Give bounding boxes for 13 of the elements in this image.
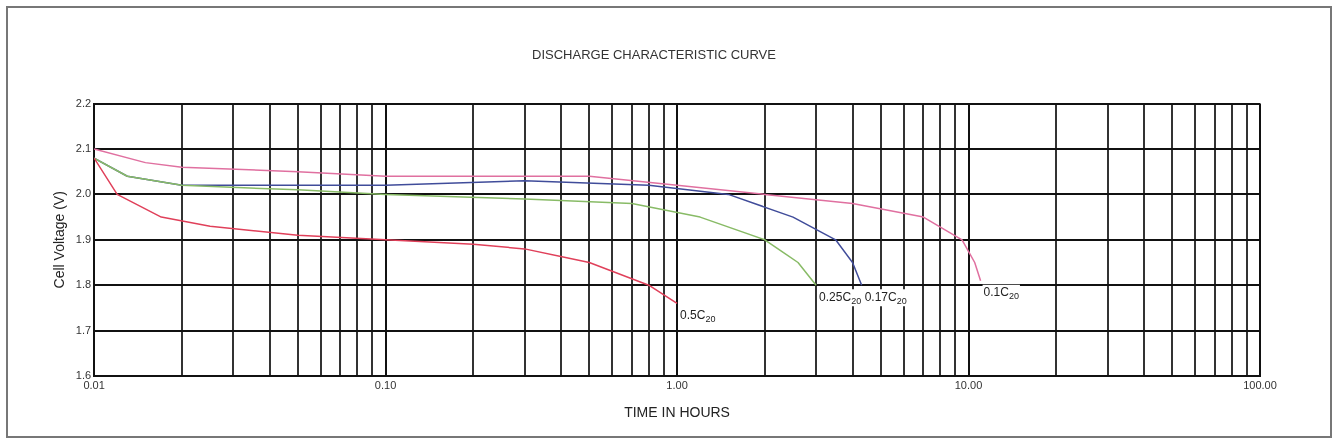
x-tick-label: 0.10 <box>374 378 397 391</box>
y-tick-label: 2.0 <box>75 187 92 200</box>
y-tick-label: 2.2 <box>75 96 92 109</box>
x-tick-label: 100.00 <box>1243 378 1277 391</box>
y-tick-label: 1.7 <box>75 323 92 336</box>
x-axis-title: TIME IN HOURS <box>624 404 730 421</box>
y-tick-label: 1.8 <box>75 278 92 291</box>
x-tick-label: 10.00 <box>954 378 983 391</box>
y-tick-label: 2.1 <box>75 142 92 155</box>
y-axis-title: Cell Voltage (V) <box>51 191 68 289</box>
chart-title: DISCHARGE CHARACTERISTIC CURVE <box>532 47 777 63</box>
y-tick-label: 1.9 <box>75 232 92 245</box>
x-tick-label: 1.00 <box>666 378 688 391</box>
